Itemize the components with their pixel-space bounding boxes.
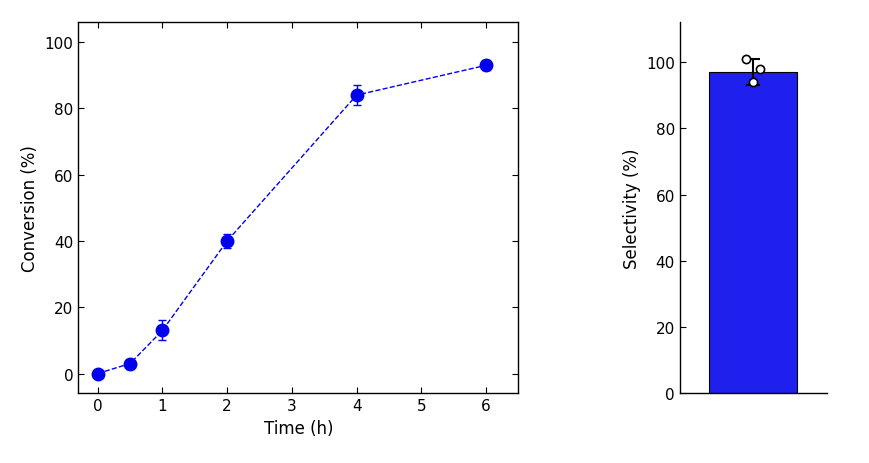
Bar (708, 73, 796, 394)
X-axis label: Time (h): Time (h) (263, 419, 333, 437)
Point (753, 66, 766, 73)
Point (746, 79, 760, 87)
Point (738, 56, 752, 63)
Y-axis label: Conversion (%): Conversion (%) (21, 145, 39, 272)
Y-axis label: Selectivity (%): Selectivity (%) (622, 148, 640, 269)
